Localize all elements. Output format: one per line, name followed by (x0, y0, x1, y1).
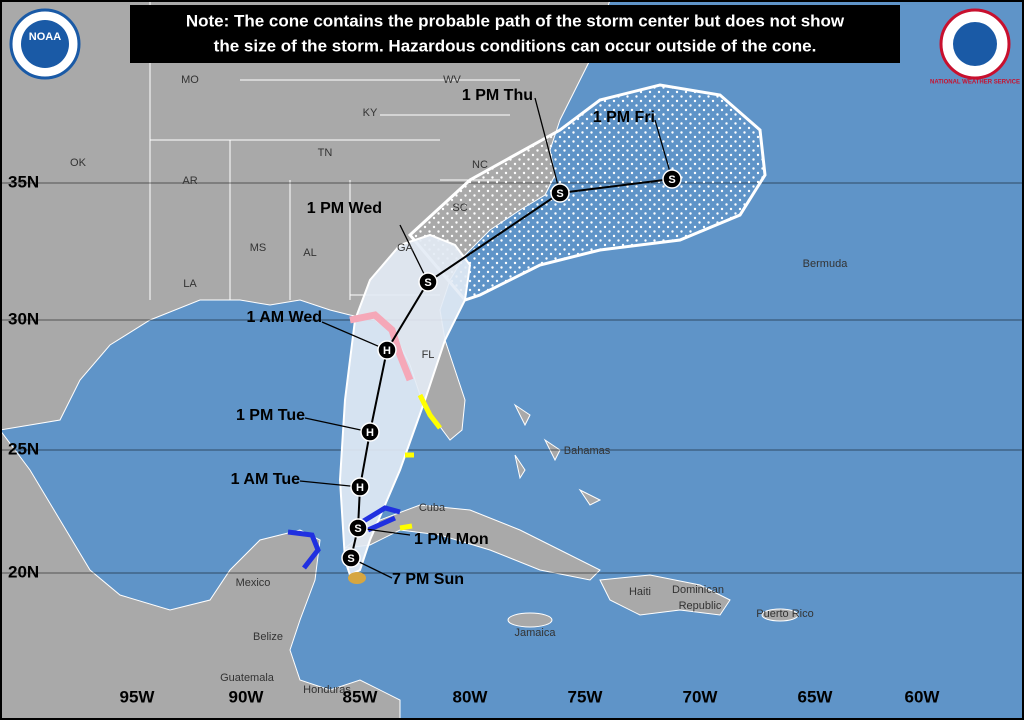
forecast-symbol: S (347, 553, 354, 565)
warning-area (348, 572, 366, 584)
place-label: TN (318, 147, 333, 159)
latitude-label: 30N (8, 309, 39, 328)
place-label: NC (472, 159, 488, 171)
noaa-logo: NOAA (9, 8, 81, 80)
longitude-label: 65W (798, 687, 834, 706)
place-label: WV (443, 74, 461, 86)
leader-line (321, 321, 388, 351)
longitude-label: 80W (453, 687, 489, 706)
place-label: FL (422, 349, 435, 361)
leader-line (534, 97, 561, 194)
forecast-marker (377, 340, 397, 360)
forecast-symbol: H (366, 427, 374, 439)
place-label: Republic (679, 600, 722, 612)
place-label: LA (183, 278, 197, 290)
logo-text: NATIONAL WEATHER SERVICE (930, 80, 1020, 86)
cone-day-4-5 (407, 83, 767, 302)
forecast-time: 1 PM Fri (593, 109, 655, 126)
place-label: MS (250, 242, 267, 254)
grid-lines (0, 182, 1024, 574)
place-labels: MO WV KY OK AR TN NC SC MS AL GA LA FL Bermuda Bahamas… (70, 74, 848, 696)
forecast-marker (418, 272, 438, 292)
longitude-label: 60W (905, 687, 941, 706)
jamaica (507, 612, 553, 628)
hispaniola (599, 574, 731, 616)
puerto-rico (761, 608, 799, 622)
tropical-storm-watch (287, 505, 401, 570)
nws-logo: NATIONAL WEATHER SERVICE (930, 8, 1020, 86)
bahamas (513, 403, 602, 506)
forecast-symbol: S (668, 174, 675, 186)
coordinate-labels: 35N 30N 25N 20N 95W 90W 85W 80W 75W 70W 65W 60W (8, 172, 940, 706)
place-label: SC (452, 202, 467, 214)
place-label: Guatemala (220, 672, 275, 684)
forecast-time: 1 PM Wed (307, 200, 382, 217)
logo-text: NOAA (29, 31, 61, 43)
place-label: AL (303, 247, 316, 259)
forecast-time: 1 PM Mon (414, 531, 489, 548)
forecast-marker (550, 183, 570, 203)
latitude-label: 25N (8, 439, 39, 458)
place-label: GA (397, 242, 414, 254)
forecast-marker (341, 548, 361, 568)
forecast-marker (348, 518, 368, 538)
place-label: Puerto Rico (756, 608, 813, 620)
tropical-storm-warning (399, 393, 442, 531)
forecast-symbol: H (356, 482, 364, 494)
land (0, 0, 799, 720)
place-label: Bahamas (564, 445, 611, 457)
forecast-time: 1 AM Tue (231, 471, 300, 488)
place-label: OK (70, 157, 87, 169)
leader-line (399, 224, 429, 283)
latitude-label: 20N (8, 562, 39, 581)
forecast-time: 7 PM Sun (392, 571, 464, 588)
place-label: Cuba (419, 502, 446, 514)
place-label: Honduras (303, 684, 351, 696)
place-label: Jamaica (515, 627, 557, 639)
leader-line (654, 119, 673, 180)
longitude-label: 70W (683, 687, 719, 706)
place-label: AR (182, 175, 197, 187)
forecast-time: 1 AM Wed (246, 309, 322, 326)
hurricane-watch (349, 311, 414, 382)
forecast-marker (360, 422, 380, 442)
longitude-label: 75W (568, 687, 604, 706)
place-label: Dominican (672, 584, 724, 596)
longitude-label: 95W (120, 687, 156, 706)
forecast-symbol: S (424, 277, 431, 289)
leader-line (299, 480, 361, 488)
place-label: Haiti (629, 586, 651, 598)
longitude-label: 85W (343, 687, 379, 706)
leader-line (304, 417, 371, 433)
forecast-symbol: H (383, 345, 391, 357)
note-line: the size of the storm. Hazardous conditi… (214, 36, 817, 55)
place-label: Mexico (236, 577, 271, 589)
place-label: MO (181, 74, 199, 86)
forecast-symbol: S (556, 188, 563, 200)
place-label: Bermuda (803, 258, 849, 270)
note-line: Note: The cone contains the probable pat… (186, 11, 845, 30)
longitude-label: 90W (229, 687, 265, 706)
mexico-central-america (0, 429, 401, 720)
note-box (130, 5, 900, 63)
cuba (343, 504, 601, 581)
latitude-label: 35N (8, 172, 39, 191)
forecast-marker (350, 477, 370, 497)
place-label: KY (363, 107, 378, 119)
forecast-time: 1 PM Thu (462, 87, 533, 104)
forecast-marker (662, 169, 682, 189)
forecast-points: 7 PM Sun S 1 PM Mon S 1 AM Tue H 1 PM Tue H 1 AM… (231, 87, 682, 588)
forecast-time: 1 PM Tue (236, 407, 305, 424)
forecast-symbol: S (354, 523, 361, 535)
place-label: Belize (253, 631, 283, 643)
